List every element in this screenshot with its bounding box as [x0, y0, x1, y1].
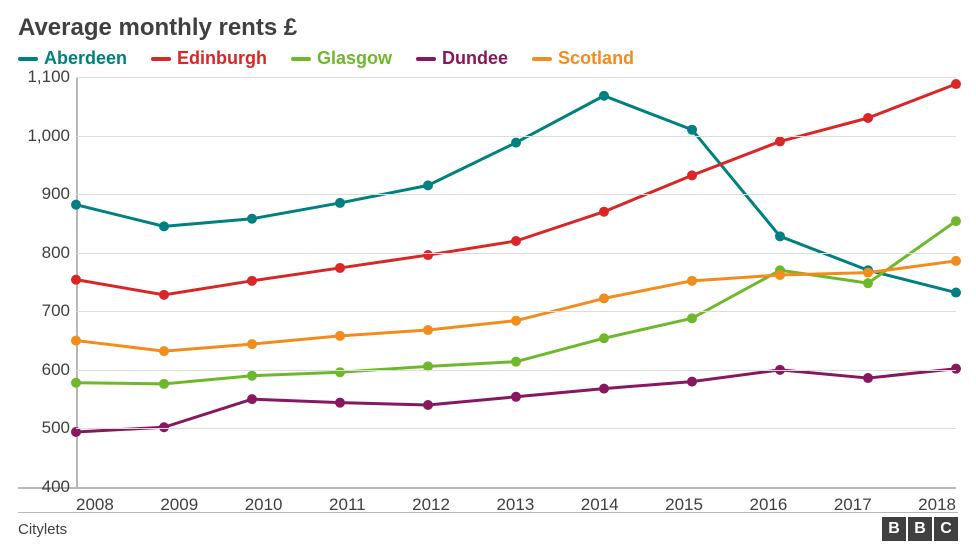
gridline [76, 311, 956, 312]
series-marker [247, 371, 257, 381]
series-marker [335, 331, 345, 341]
series-marker [159, 379, 169, 389]
series-marker [159, 346, 169, 356]
series-marker [423, 400, 433, 410]
series-marker [863, 278, 873, 288]
series-marker [159, 221, 169, 231]
series-marker [951, 288, 961, 298]
series-marker [775, 270, 785, 280]
source-label: Citylets [18, 521, 67, 538]
y-tick-label: 700 [18, 301, 70, 321]
legend-item-aberdeen: Aberdeen [18, 48, 127, 69]
series-marker [511, 138, 521, 148]
bbc-logo: B B C [882, 517, 958, 541]
y-tick-label: 800 [18, 243, 70, 263]
bbc-block-2: B [908, 517, 932, 541]
bbc-block-1: B [882, 517, 906, 541]
series-marker [687, 170, 697, 180]
series-marker [775, 231, 785, 241]
series-marker [951, 79, 961, 89]
series-marker [335, 198, 345, 208]
series-marker [687, 276, 697, 286]
legend: Aberdeen Edinburgh Glasgow Dundee Scotland [18, 48, 958, 69]
legend-label: Edinburgh [177, 48, 267, 69]
gridline [76, 428, 956, 429]
gridline [76, 370, 956, 371]
y-tick-label: 600 [18, 360, 70, 380]
gridline [76, 136, 956, 137]
legend-label: Aberdeen [44, 48, 127, 69]
series-marker [599, 91, 609, 101]
y-tick-label: 400 [18, 477, 70, 497]
legend-swatch [18, 57, 38, 61]
series-marker [687, 313, 697, 323]
legend-swatch [151, 57, 171, 61]
series-marker [335, 367, 345, 377]
series-marker [951, 256, 961, 266]
series-marker [687, 125, 697, 135]
series-marker [335, 263, 345, 273]
series-marker [423, 325, 433, 335]
series-marker [511, 392, 521, 402]
legend-label: Glasgow [317, 48, 392, 69]
series-marker [599, 384, 609, 394]
gridline [76, 194, 956, 195]
series-line-scotland [76, 261, 956, 351]
gridline [76, 253, 956, 254]
series-marker [863, 268, 873, 278]
y-tick-label: 500 [18, 418, 70, 438]
series-marker [423, 250, 433, 260]
legend-item-dundee: Dundee [416, 48, 508, 69]
series-marker [951, 364, 961, 374]
series-marker [247, 394, 257, 404]
legend-item-edinburgh: Edinburgh [151, 48, 267, 69]
legend-swatch [291, 57, 311, 61]
series-marker [599, 293, 609, 303]
series-marker [775, 136, 785, 146]
series-marker [247, 276, 257, 286]
series-marker [511, 357, 521, 367]
y-tick-label: 1,000 [18, 126, 70, 146]
series-marker [511, 316, 521, 326]
y-tick-label: 900 [18, 184, 70, 204]
bbc-block-3: C [934, 517, 958, 541]
chart-footer: Citylets B B C [18, 512, 958, 541]
series-marker [247, 214, 257, 224]
gridline [76, 77, 956, 78]
y-tick-label: 1,100 [18, 67, 70, 87]
series-marker [247, 339, 257, 349]
series-marker [863, 113, 873, 123]
series-marker [71, 378, 81, 388]
series-marker [511, 236, 521, 246]
legend-label: Scotland [558, 48, 634, 69]
series-marker [159, 422, 169, 432]
series-marker [951, 216, 961, 226]
series-marker [687, 377, 697, 387]
legend-label: Dundee [442, 48, 508, 69]
series-marker [71, 275, 81, 285]
series-marker [599, 333, 609, 343]
legend-swatch [532, 57, 552, 61]
series-marker [159, 290, 169, 300]
series-marker [71, 200, 81, 210]
plot-area: 4005006007008009001,0001,100 [18, 77, 956, 489]
series-marker [335, 398, 345, 408]
legend-item-scotland: Scotland [532, 48, 634, 69]
chart-svg [76, 77, 956, 487]
chart-title: Average monthly rents £ [18, 14, 958, 42]
series-line-edinburgh [76, 84, 956, 295]
series-marker [423, 180, 433, 190]
series-marker [71, 336, 81, 346]
chart-container: Average monthly rents £ Aberdeen Edinburg… [0, 0, 976, 549]
series-marker [599, 207, 609, 217]
legend-item-glasgow: Glasgow [291, 48, 392, 69]
series-marker [863, 373, 873, 383]
legend-swatch [416, 57, 436, 61]
